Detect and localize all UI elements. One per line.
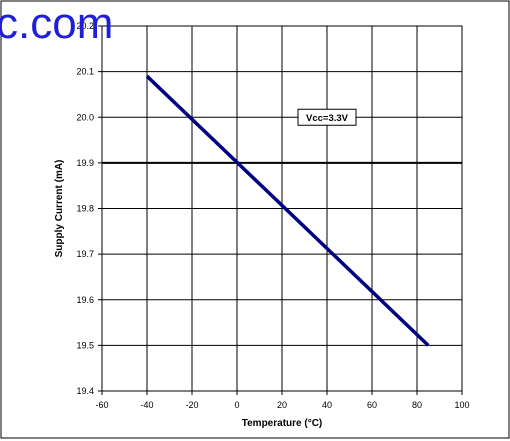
series-line bbox=[145, 74, 430, 347]
y-tick-labels: 19.4 19.5 19.6 19.7 19.8 19.9 20.0 20.1 20.2 bbox=[76, 21, 94, 396]
x-tick-label: 60 bbox=[367, 400, 377, 410]
y-tick-label: 20.1 bbox=[76, 67, 94, 77]
annotations: Vcc=3.3V bbox=[297, 108, 357, 126]
x-tick-label: 20 bbox=[277, 400, 287, 410]
x-tick-label: -60 bbox=[95, 400, 108, 410]
y-tick-label: 19.5 bbox=[76, 340, 94, 350]
x-tick-labels: -60 -40 -20 0 20 40 60 80 100 bbox=[95, 400, 469, 410]
watermark-text: c.com bbox=[0, 0, 113, 48]
x-tick-label: 80 bbox=[412, 400, 422, 410]
annotation-label: Vcc=3.3V bbox=[306, 113, 349, 124]
x-axis-label: Temperature (°C) bbox=[242, 418, 323, 429]
x-tick-label: -20 bbox=[185, 400, 198, 410]
series-layer bbox=[145, 74, 430, 347]
x-tick-label: -40 bbox=[140, 400, 153, 410]
y-tick-label: 19.7 bbox=[76, 249, 94, 259]
x-tick-label: 40 bbox=[322, 400, 332, 410]
y-axis-label: Supply Current (mA) bbox=[54, 160, 65, 258]
plot-area bbox=[98, 25, 463, 395]
annotation-box bbox=[297, 108, 357, 126]
y-tick-label: 19.6 bbox=[76, 295, 94, 305]
y-tick-label: 19.8 bbox=[76, 204, 94, 214]
y-tick-label: 20.2 bbox=[76, 21, 94, 31]
x-tick-label: 0 bbox=[234, 400, 239, 410]
x-tick-label: 100 bbox=[454, 400, 469, 410]
y-tick-label: 20.0 bbox=[76, 112, 94, 122]
y-tick-label: 19.4 bbox=[76, 386, 94, 396]
y-tick-label: 19.9 bbox=[76, 158, 94, 168]
